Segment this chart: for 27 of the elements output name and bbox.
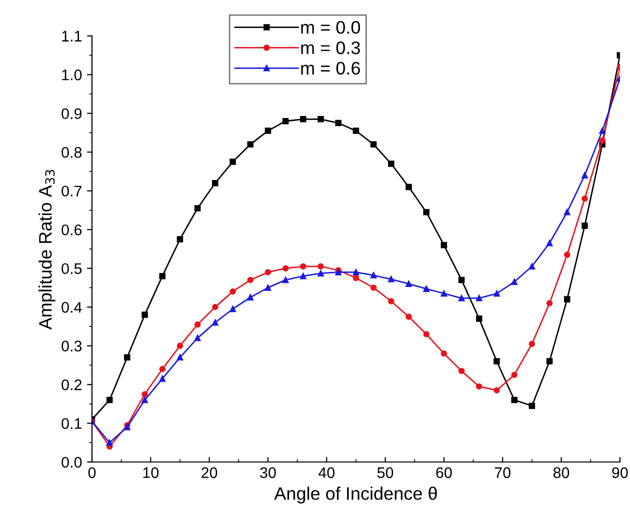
x-tick-label: 30 bbox=[260, 467, 276, 478]
y-tick-label: 0.9 bbox=[62, 108, 82, 120]
x-tick-label: 60 bbox=[436, 467, 452, 478]
x-tick-label: 40 bbox=[318, 467, 335, 478]
x-tick-label: 10 bbox=[143, 467, 159, 478]
legend-label: m = 0.0 bbox=[301, 21, 360, 34]
y-tick-label: 0.0 bbox=[62, 456, 82, 468]
x-tick-label: 80 bbox=[553, 467, 570, 478]
y-tick-label: 1.1 bbox=[62, 30, 82, 42]
y-tick-label: 0.7 bbox=[62, 186, 82, 197]
y-tick-label: 0.4 bbox=[62, 302, 82, 313]
y-tick-label: 1.0 bbox=[62, 70, 82, 80]
legend-label: m = 0.6 bbox=[301, 62, 360, 75]
x-tick-label: 20 bbox=[202, 467, 218, 478]
y-axis-title: Amplitude Ratio A$_{33}$ bbox=[38, 170, 56, 330]
x-tick-label: 90 bbox=[612, 467, 628, 478]
y-tick-label: 0.2 bbox=[62, 379, 82, 390]
y-tick-label: 0.5 bbox=[62, 263, 82, 274]
x-tick-label: 70 bbox=[494, 467, 510, 478]
y-tick-label: 0.6 bbox=[62, 224, 82, 236]
x-tick-label: 0 bbox=[88, 467, 96, 478]
x-axis-title: Angle of Incidence θ bbox=[274, 486, 437, 504]
x-tick-label: 50 bbox=[377, 467, 394, 478]
y-tick-label: 0.8 bbox=[62, 146, 82, 158]
y-tick-label: 0.3 bbox=[62, 340, 82, 352]
y-tick-label: 0.1 bbox=[62, 418, 82, 429]
legend-label: m = 0.3 bbox=[301, 41, 360, 54]
